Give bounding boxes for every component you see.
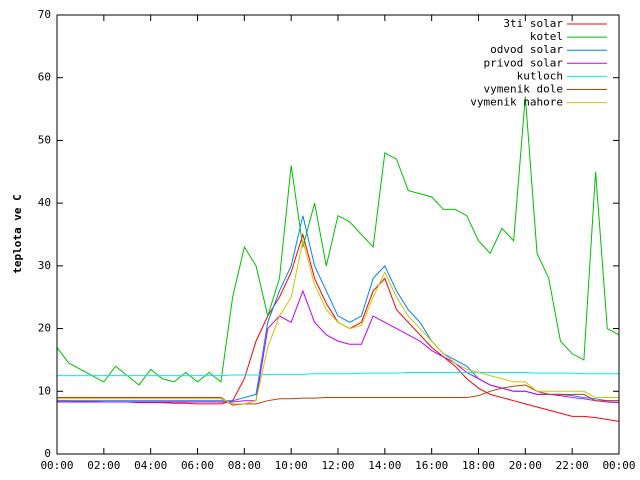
legend-label: vymenik dole [484,83,563,96]
series-line [57,289,620,404]
legend-label: privod solar [484,56,564,69]
plot-border [56,14,620,455]
y-tick-label: 50 [38,133,51,146]
x-tick-label: 00:00 [40,459,73,472]
x-tick-label: 12:00 [321,459,354,472]
y-tick-label: 10 [38,384,51,397]
x-tick-label: 10:00 [275,459,308,472]
series-line [56,96,620,386]
x-tick-label: 02:00 [87,459,120,472]
x-tick-label: 22:00 [556,459,589,472]
y-tick-label: 30 [38,259,51,272]
y-tick-label: 60 [38,71,51,84]
legend-label: kotel [530,30,563,43]
y-tick-label: 70 [38,8,51,21]
x-tick-label: 14:00 [368,459,401,472]
x-tick-label: 00:00 [602,459,635,472]
y-tick-label: 0 [44,447,51,460]
series-line [57,384,619,406]
series-line [57,240,619,405]
x-tick-label: 08:00 [228,459,261,472]
legend-label: odvod solar [490,43,563,56]
y-tick-label: 40 [38,196,51,209]
x-tick-label: 06:00 [181,459,214,472]
legend-label: vymenik nahore [470,96,563,109]
x-tick-label: 20:00 [509,459,542,472]
x-tick-label: 16:00 [415,459,448,472]
legend-label: kutloch [517,69,563,82]
x-tick-label: 18:00 [462,459,495,472]
legend-label: 3ti solar [503,17,563,30]
series-line [57,371,619,377]
x-tick-label: 04:00 [134,459,167,472]
y-tick-label: 20 [38,322,51,335]
y-axis-label: teplota ve C [11,194,24,273]
